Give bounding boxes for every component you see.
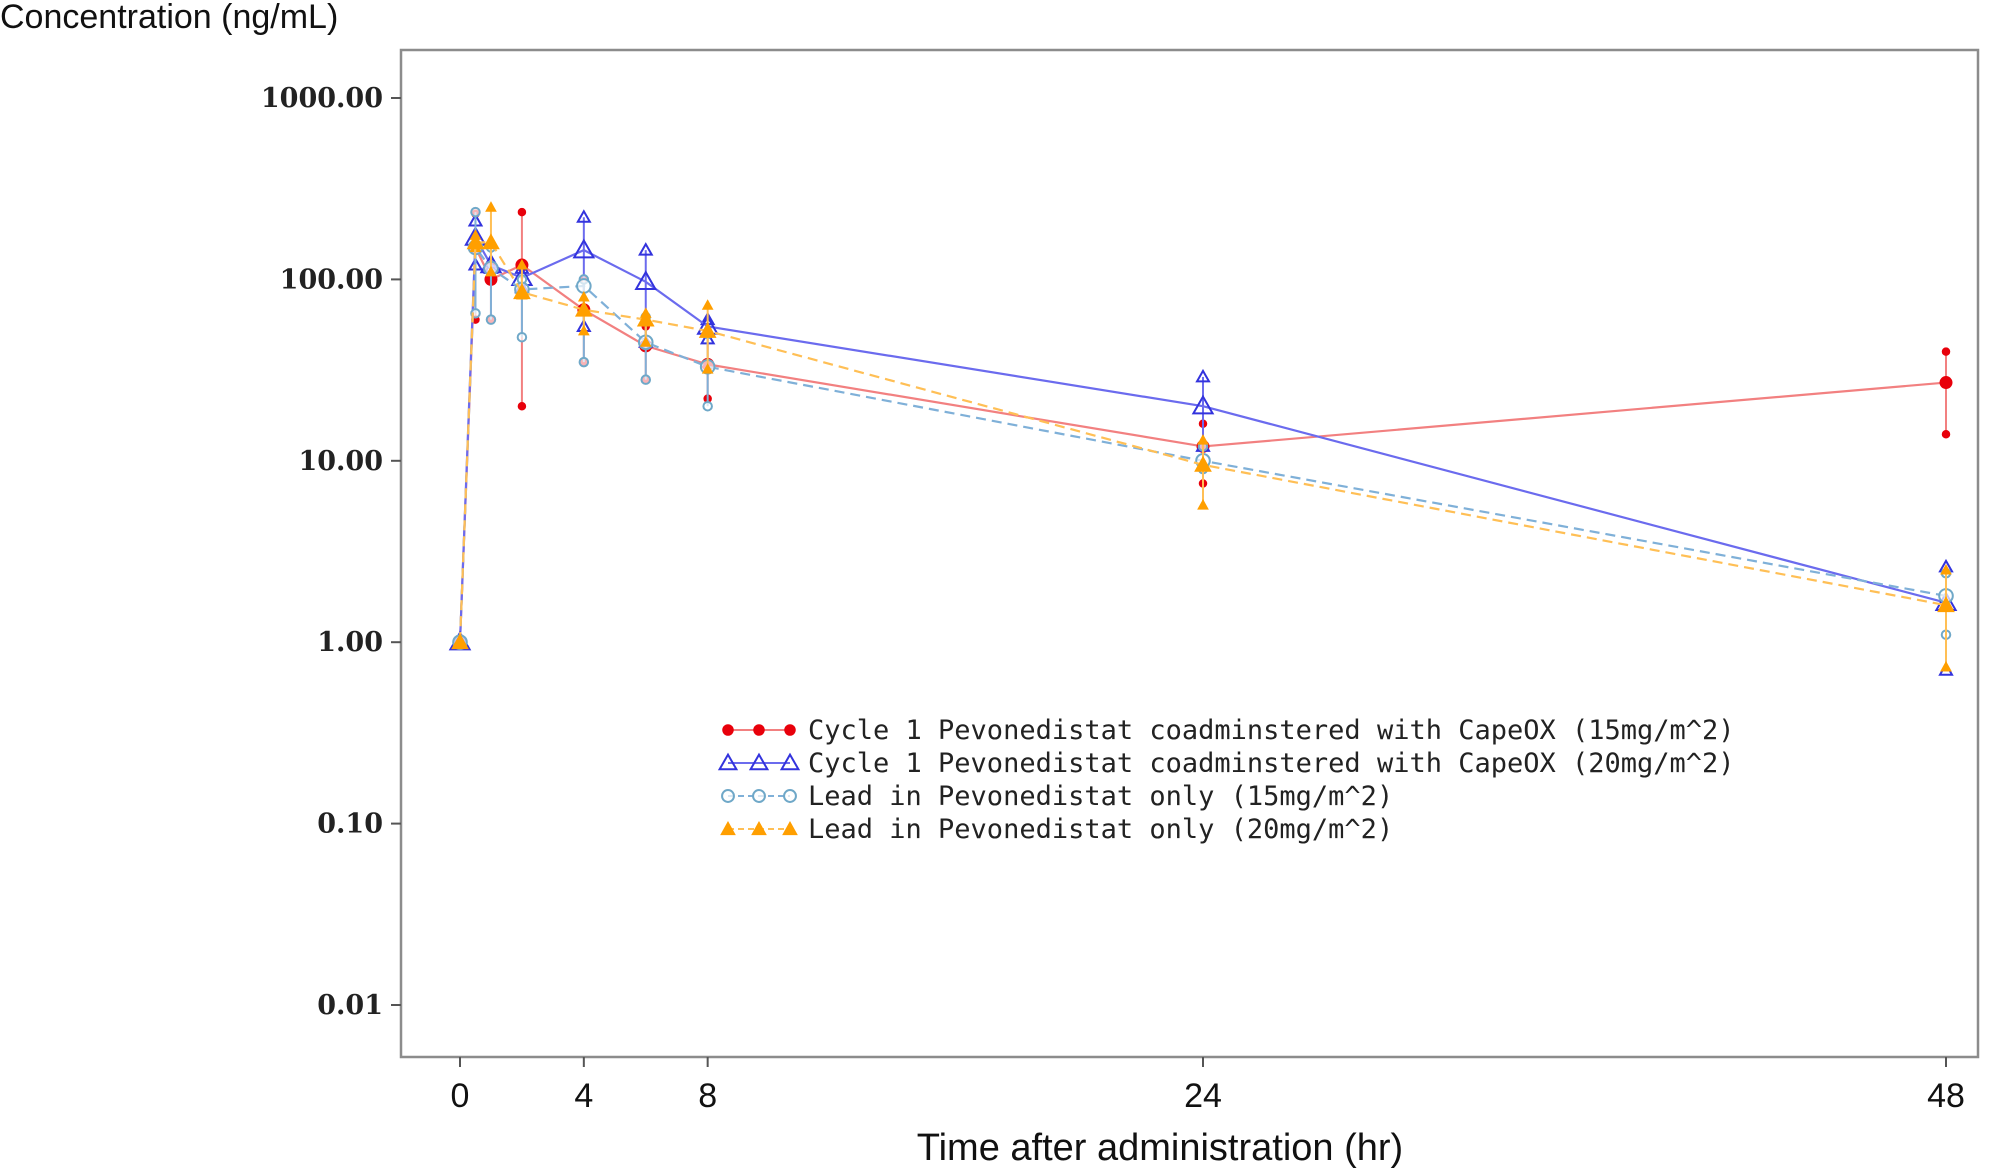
legend-item: Cycle 1 Pevonedistat coadminstered with …: [717, 748, 1735, 779]
x-tick-label: 0: [451, 1077, 470, 1115]
data-point: [516, 331, 528, 343]
legend: Cycle 1 Pevonedistat coadminstered with …: [717, 715, 1735, 845]
data-point: [1191, 394, 1215, 415]
legend-label: Lead in Pevonedistat only (15mg/m^2): [808, 781, 1393, 812]
y-tick-label: 0.01: [317, 990, 383, 1021]
data-point: [576, 278, 592, 294]
data-point: [779, 752, 801, 771]
data-point: [513, 283, 531, 300]
data-point: [572, 238, 596, 259]
x-axis: 0 4 8 24 48: [451, 1057, 1965, 1115]
data-point: [451, 633, 469, 650]
legend-item: Lead in Pevonedistat only (20mg/m^2): [720, 814, 1393, 845]
data-point: [702, 400, 713, 412]
data-point: [784, 724, 796, 736]
data-point: [470, 206, 481, 218]
data-point: [466, 233, 485, 250]
data-point: [698, 321, 717, 338]
data-point: [634, 270, 658, 290]
y-tick-label: 0.10: [317, 809, 383, 840]
data-point: [720, 820, 736, 836]
x-tick-label: 48: [1927, 1077, 1965, 1115]
legend-label: Cycle 1 Pevonedistat coadminstered with …: [808, 748, 1735, 779]
y-tick-label: 1000.00: [261, 83, 383, 114]
x-tick-label: 8: [698, 1077, 717, 1115]
data-point: [721, 789, 735, 803]
y-tick-label: 10.00: [298, 446, 383, 477]
legend-item: Lead in Pevonedistat only (15mg/m^2): [721, 781, 1393, 812]
x-axis-title: Time after administration (hr): [917, 1127, 1403, 1169]
legend-item: Cycle 1 Pevonedistat coadminstered with …: [722, 715, 1735, 746]
series-layer: [448, 201, 1958, 676]
data-point: [701, 299, 714, 310]
data-point: [1937, 596, 1955, 613]
data-point: [577, 290, 590, 302]
data-point: [722, 724, 734, 736]
data-point: [1197, 434, 1209, 445]
data-point: [701, 363, 714, 374]
series-line: [458, 241, 1947, 643]
data-point: [485, 201, 497, 212]
data-point: [638, 242, 654, 256]
data-point: [577, 324, 590, 336]
data-point: [485, 265, 497, 277]
x-tick-label: 4: [574, 1077, 593, 1115]
data-point: [482, 233, 500, 250]
data-point: [576, 209, 592, 223]
data-point: [1194, 455, 1212, 472]
legend-label: Cycle 1 Pevonedistat coadminstered with …: [808, 715, 1735, 746]
data-point: [752, 789, 766, 803]
data-point: [578, 356, 590, 368]
data-point: [1941, 347, 1951, 356]
data-point: [516, 259, 528, 270]
data-point: [1197, 499, 1209, 510]
data-point: [717, 752, 739, 771]
y-axis: 1000.00 100.00 10.00 1.00 0.10 0.01: [261, 83, 401, 1021]
series-4: [451, 201, 1955, 672]
data-point: [517, 207, 527, 217]
legend-label: Lead in Pevonedistat only (20mg/m^2): [808, 814, 1393, 845]
data-point: [640, 374, 651, 385]
plot-frame: [399, 48, 1980, 1059]
x-tick-label: 24: [1184, 1077, 1222, 1115]
data-point: [782, 820, 798, 836]
y-tick-label: 100.00: [280, 264, 383, 295]
data-point: [574, 300, 593, 317]
data-point: [517, 401, 527, 411]
data-point: [1195, 368, 1211, 383]
data-point: [748, 752, 770, 771]
y-axis-title: Concentration (ng/mL): [0, 0, 338, 36]
data-point: [753, 724, 765, 736]
data-point: [1940, 563, 1952, 575]
y-tick-label: 1.00: [317, 627, 383, 658]
data-point: [1939, 376, 1953, 390]
data-point: [783, 789, 797, 803]
data-point: [636, 310, 655, 327]
data-point: [751, 820, 767, 836]
data-point: [1941, 430, 1951, 439]
data-point: [639, 336, 652, 347]
data-point: [1940, 660, 1952, 672]
data-point: [485, 314, 497, 325]
